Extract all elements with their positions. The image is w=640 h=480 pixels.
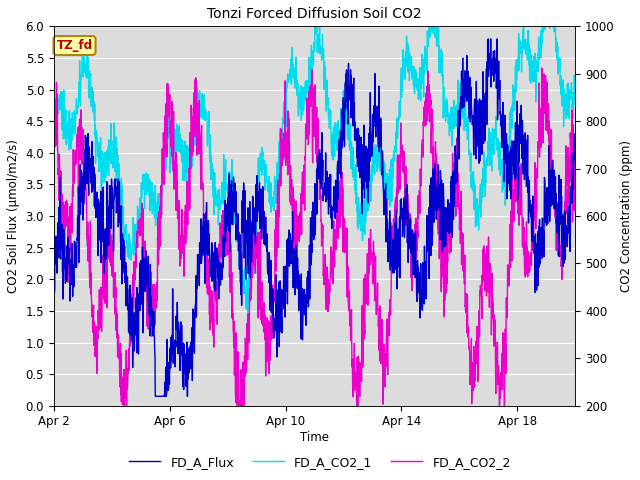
Text: TZ_fd: TZ_fd: [56, 39, 93, 52]
FD_A_Flux: [80, 201, 88, 207]
Line: FD_A_CO2_2: FD_A_CO2_2: [54, 68, 575, 406]
Line: FD_A_Flux: FD_A_Flux: [54, 39, 575, 396]
FD_A_CO2_1: [50, 88, 58, 94]
FD_A_Flux: [484, 36, 492, 42]
Line: FD_A_CO2_1: FD_A_CO2_1: [54, 26, 575, 327]
Y-axis label: CO2 Soil Flux (μmol/m2/s): CO2 Soil Flux (μmol/m2/s): [7, 139, 20, 293]
FD_A_Flux: [263, 248, 271, 254]
FD_A_CO2_2: [263, 315, 271, 321]
FD_A_CO2_2: [245, 325, 253, 331]
FD_A_CO2_2: [538, 65, 546, 71]
FD_A_CO2_2: [406, 211, 414, 216]
FD_A_Flux: [161, 394, 169, 399]
FD_A_Flux: [572, 140, 579, 146]
FD_A_CO2_2: [50, 124, 58, 130]
FD_A_CO2_2: [121, 403, 129, 408]
FD_A_Flux: [245, 239, 253, 244]
FD_A_CO2_1: [572, 81, 579, 86]
FD_A_Flux: [266, 253, 273, 259]
Legend: FD_A_Flux, FD_A_CO2_1, FD_A_CO2_2: FD_A_Flux, FD_A_CO2_1, FD_A_CO2_2: [124, 451, 516, 474]
FD_A_CO2_2: [80, 198, 88, 204]
FD_A_CO2_1: [263, 179, 271, 184]
FD_A_Flux: [406, 218, 414, 224]
FD_A_CO2_1: [80, 51, 88, 57]
FD_A_Flux: [50, 268, 58, 274]
FD_A_CO2_1: [244, 324, 252, 330]
FD_A_CO2_2: [572, 176, 579, 182]
FD_A_CO2_2: [266, 325, 273, 331]
FD_A_CO2_2: [161, 123, 169, 129]
FD_A_CO2_1: [406, 68, 414, 73]
X-axis label: Time: Time: [300, 431, 329, 444]
FD_A_CO2_1: [311, 24, 319, 29]
Title: Tonzi Forced Diffusion Soil CO2: Tonzi Forced Diffusion Soil CO2: [207, 7, 422, 21]
FD_A_CO2_1: [266, 196, 273, 202]
FD_A_CO2_1: [245, 271, 253, 276]
Y-axis label: CO2 Concentration (ppm): CO2 Concentration (ppm): [620, 140, 633, 292]
FD_A_CO2_1: [161, 163, 169, 168]
FD_A_Flux: [152, 394, 159, 399]
